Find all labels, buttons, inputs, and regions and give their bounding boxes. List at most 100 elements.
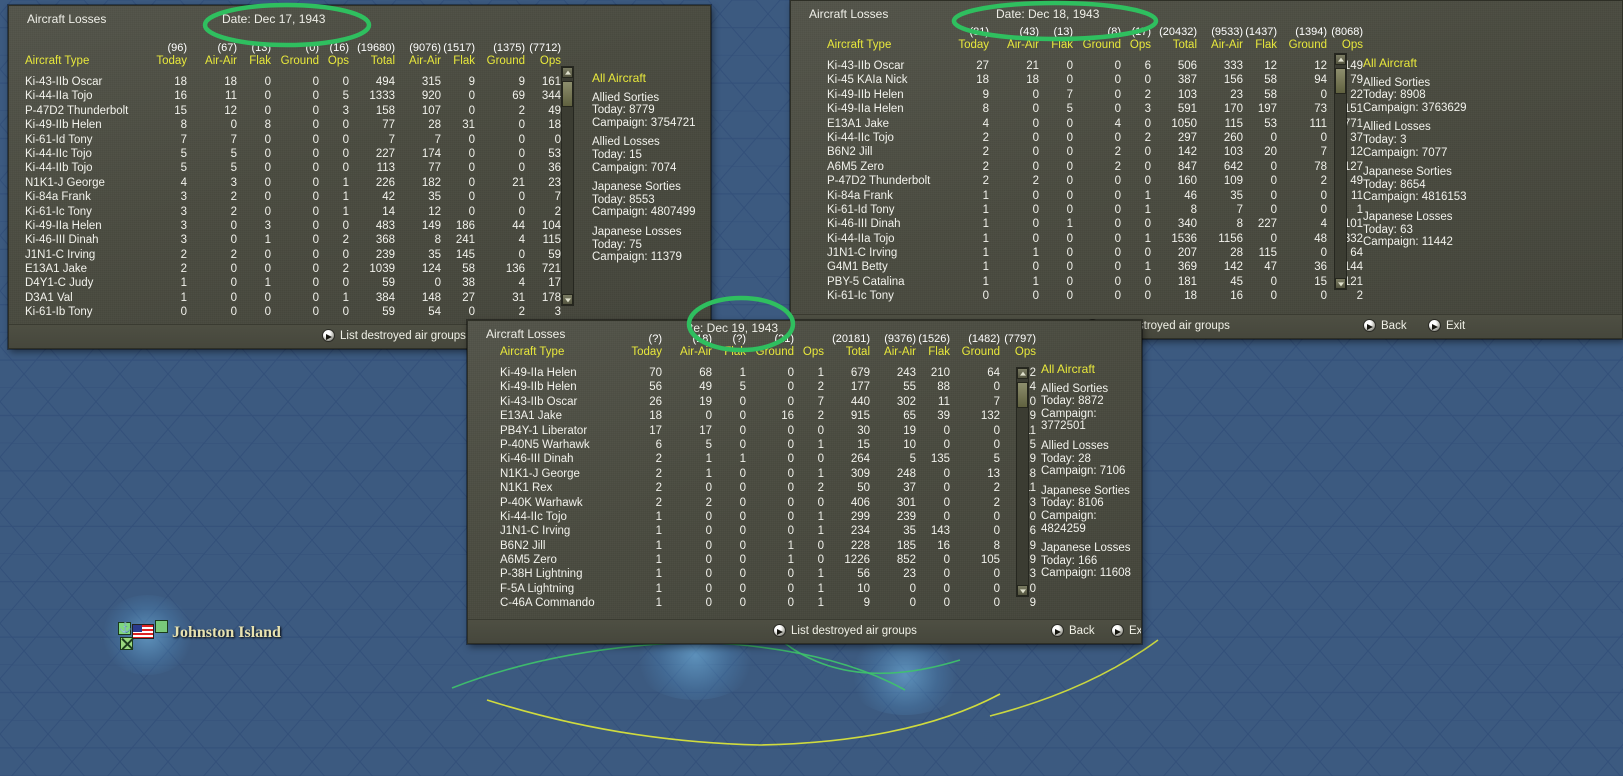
table-row[interactable]: Ki-49-IIa Helen 8 0 5 0 3 591 170 197 73 151 xyxy=(827,103,1363,116)
scrollbar-thumb[interactable] xyxy=(562,81,573,107)
aircraft-type-name: D3A1 Val xyxy=(25,291,73,304)
table-row[interactable]: F-5A Lightning 1 0 0 0 1 10 0 0 0 10 xyxy=(500,582,1036,595)
aircraft-losses-window-3[interactable]: Aircraft Losses te: Dec 19, 1943 Aircraft … xyxy=(467,320,1142,644)
scrollbar-thumb[interactable] xyxy=(1017,382,1028,408)
summary-allied-losses: Allied Losses Today: 3 Campaign: 7077 xyxy=(1363,121,1467,159)
table-row[interactable]: B6N2 Jill 1 0 0 1 0 228 185 16 8 19 xyxy=(500,539,1036,552)
summary-today: Today: 75 xyxy=(592,238,642,251)
aircraft-losses-window-2[interactable]: Aircraft Losses Date: Dec 18, 1943 Aircraf… xyxy=(790,0,1623,339)
table-row[interactable]: Ki-44-IIc Tojo 1 0 0 0 1 299 239 0 0 60 xyxy=(500,510,1036,523)
table-row[interactable]: N1K1 Rex 2 0 0 0 2 50 37 0 2 11 xyxy=(500,482,1036,495)
scroll-up-button[interactable] xyxy=(1335,54,1346,65)
summary-japanese-losses: Japanese Losses Today: 63 Campaign: 11442 xyxy=(1363,211,1467,249)
table-row[interactable]: A6M5 Zero1001012268520105269 xyxy=(500,554,1036,567)
table-row[interactable]: Ki-84a Frank 3 2 0 0 1 42 35 0 0 7 xyxy=(25,191,561,204)
table-row[interactable]: A6M5 Zero 2 0 0 2 0 847 642 0 78 127 xyxy=(827,160,1363,173)
column-header-tops: Ops xyxy=(1014,346,1036,358)
table-scrollbar[interactable] xyxy=(561,66,574,306)
scroll-down-button[interactable] xyxy=(1335,278,1346,289)
table-row[interactable]: Ki-44-IIa Tojo 1 0 0 0 1 1536 1156 0 48 332 xyxy=(827,232,1363,245)
table-row[interactable]: Ki-44-IIc Tojo 2 0 0 0 2 297 260 0 0 37 xyxy=(827,131,1363,144)
exit-button[interactable]: Exit xyxy=(1428,319,1465,332)
table-row[interactable]: Ki-46-III Dinah 3 0 1 0 2 368 8 241 4 115 xyxy=(25,234,561,247)
aircraft-type-name: Ki-49-IIa Helen xyxy=(827,103,904,116)
summary-title: All Aircraft xyxy=(1041,362,1096,376)
table-row[interactable]: Ki-44-IIc Tojo 5 5 0 0 0 227 174 0 0 53 xyxy=(25,147,561,160)
table-row[interactable]: Ki-61-Ic Tony 0 0 0 0 0 18 16 0 0 2 xyxy=(827,290,1363,303)
aircraft-type-name: P-47D2 Thunderbolt xyxy=(827,175,931,188)
summary-allied-sorties: Allied Sorties Today: 8779 Campaign: 37547… xyxy=(592,92,696,130)
table-row[interactable]: Ki-49-IIb Helen 8 0 8 0 0 77 28 31 0 18 xyxy=(25,119,561,132)
header-total-tgrnd: (1394) xyxy=(1295,26,1327,38)
table-row[interactable]: Ki-43-IIb Oscar 18 18 0 0 0 494 315 9 9 161 xyxy=(25,76,561,88)
summary-label: Allied Losses xyxy=(1363,121,1431,134)
list-destroyed-air-groups-button[interactable]: List destroyed air groups xyxy=(322,329,466,342)
table-row[interactable]: Ki-61-Ib Tony 0 0 0 0 0 59 54 0 2 3 xyxy=(25,306,561,319)
table-row[interactable]: Ki-49-IIa Helen706810167924321064162 xyxy=(500,367,1036,379)
summary-campaign: Campaign: 7077 xyxy=(1363,146,1448,159)
table-row[interactable]: Ki-49-IIb Helen 56 49 5 0 2 177 55 88 0 34 xyxy=(500,381,1036,394)
table-row[interactable]: Ki-46-III Dinah 1 0 1 0 0 340 8 227 4 101 xyxy=(827,218,1363,231)
date-label: Date: Dec 17, 1943 xyxy=(222,12,326,26)
aircraft-type-name: Ki-84a Frank xyxy=(25,191,91,204)
scroll-down-button[interactable] xyxy=(562,294,573,305)
table-row[interactable]: Ki-61-Ic Tony 3 2 0 0 1 14 12 0 0 2 xyxy=(25,205,561,218)
summary-allied-losses: Allied Losses Today: 15 Campaign: 7074 xyxy=(592,136,696,174)
table-row[interactable]: E13A1 Jake 2 0 0 0 2 1039 124 58 136 721 xyxy=(25,263,561,276)
aircraft-type-name: J1N1-C Irving xyxy=(500,525,571,538)
table-row[interactable]: N1K1-J George 2 1 0 0 1 309 248 0 13 48 xyxy=(500,467,1036,480)
table-row[interactable]: P-47D2 Thunderbolt 15 12 0 0 3 158 107 0 2 49 xyxy=(25,104,561,117)
aircraft-type-name: Ki-44-IIa Tojo xyxy=(827,232,895,245)
johnston-island-marker[interactable]: ⚓ Johnston Island xyxy=(118,616,281,650)
table-row[interactable]: G4M1 Betty 1 0 0 0 1 369 142 47 36 144 xyxy=(827,261,1363,274)
table-row[interactable]: P-40N5 Warhawk 6 5 0 0 1 15 10 0 0 5 xyxy=(500,438,1036,451)
column-header-airair: Air-Air xyxy=(205,55,237,67)
table-row[interactable]: PBY-5 Catalina 1 1 0 0 0 181 45 0 15 121 xyxy=(827,275,1363,288)
summary-label: Japanese Losses xyxy=(1041,542,1131,555)
column-header-tair: Air-Air xyxy=(1211,39,1243,51)
scroll-down-button[interactable] xyxy=(1017,585,1028,596)
list-destroyed-air-groups-button[interactable]: List destroyed air groups xyxy=(773,624,917,637)
window-title: Aircraft Losses xyxy=(27,12,107,26)
table-row[interactable]: E13A1 Jake 4 0 0 4 0 1050 115 53 111 771 xyxy=(827,117,1363,130)
table-scrollbar[interactable] xyxy=(1334,53,1347,290)
column-header-tgrnd: Ground xyxy=(961,346,1000,358)
table-row[interactable]: C-46A Commando 1 0 0 0 1 9 0 0 0 9 xyxy=(500,597,1036,610)
table-row[interactable]: Ki-44-IIb Tojo 5 5 0 0 0 113 77 0 0 36 xyxy=(25,162,561,175)
table-row[interactable]: P-38H Lightning 1 0 0 0 1 56 23 0 0 33 xyxy=(500,568,1036,581)
table-row[interactable]: D3A1 Val 1 0 0 0 1 384 148 27 31 178 xyxy=(25,291,561,304)
arrow-right-icon xyxy=(773,624,786,637)
table-row[interactable]: P-47D2 Thunderbolt 2 2 0 0 0 160 109 0 2 49 xyxy=(827,175,1363,188)
table-row[interactable]: Ki-43-IIb Oscar 27 21 0 0 6 506 333 12 12 149 xyxy=(827,60,1363,72)
aircraft-type-name: Ki-44-IIc Tojo xyxy=(827,131,894,144)
table-row[interactable]: Ki-84a Frank 1 0 0 0 1 46 35 0 0 11 xyxy=(827,189,1363,202)
table-row[interactable]: Ki-45 KAIa Nick 18 18 0 0 0 387 156 58 94 79 xyxy=(827,74,1363,87)
button-label: Back xyxy=(1381,319,1407,332)
scroll-up-button[interactable] xyxy=(562,67,573,78)
table-row[interactable]: PB4Y-1 Liberator 17 17 0 0 0 30 19 0 0 11 xyxy=(500,424,1036,437)
aircraft-type-name: Ki-49-IIa Helen xyxy=(500,367,577,379)
exit-button[interactable]: Exit xyxy=(1111,624,1141,637)
back-button[interactable]: Back xyxy=(1051,624,1095,637)
table-row[interactable]: J1N1-C Irving 1 1 0 0 0 207 28 115 0 64 xyxy=(827,247,1363,260)
summary-japanese-sorties: Japanese Sorties Today: 8654 Campaign: 481… xyxy=(1363,166,1467,204)
summary-label: Allied Sorties xyxy=(1041,382,1109,395)
column-header-ground: Ground xyxy=(1082,39,1121,51)
table-row[interactable]: N1K1-J George 4 3 0 0 1 226 182 0 21 23 xyxy=(25,176,561,189)
summary-label: Allied Losses xyxy=(592,136,660,149)
scrollbar-thumb[interactable] xyxy=(1335,68,1346,94)
aircraft-losses-window-1[interactable]: Aircraft Losses Date: Dec 17, 1943 Aircraf… xyxy=(8,5,711,349)
table-scrollbar[interactable] xyxy=(1016,367,1029,597)
table-row[interactable]: Ki-49-IIb Helen 9 0 7 0 2 103 23 58 0 22 xyxy=(827,88,1363,101)
table-row[interactable]: Ki-49-IIa Helen 3 0 3 0 0 483 149 186 44 104 xyxy=(25,219,561,232)
table-row[interactable]: D4Y1-C Judy 1 0 1 0 0 59 0 38 4 17 xyxy=(25,277,561,290)
scroll-up-button[interactable] xyxy=(1017,368,1028,379)
back-button[interactable]: Back xyxy=(1363,319,1407,332)
table-row[interactable]: Ki-61-Id Tony 1 0 0 0 1 8 7 0 0 1 xyxy=(827,203,1363,216)
table-row[interactable]: Ki-61-Id Tony 7 7 0 0 0 7 7 0 0 0 xyxy=(25,133,561,146)
table-row[interactable]: B6N2 Jill 2 0 0 2 0 142 103 20 7 12 xyxy=(827,146,1363,159)
column-header-tair: Air-Air xyxy=(884,346,916,358)
button-label: List destroyed air groups xyxy=(791,624,917,637)
table-row[interactable]: J1N1-C Irving 2 2 0 0 0 239 35 145 0 59 xyxy=(25,248,561,261)
table-row[interactable]: Ki-44-IIa Tojo 16 11 0 0 5 1333 920 0 69 344 xyxy=(25,90,561,103)
